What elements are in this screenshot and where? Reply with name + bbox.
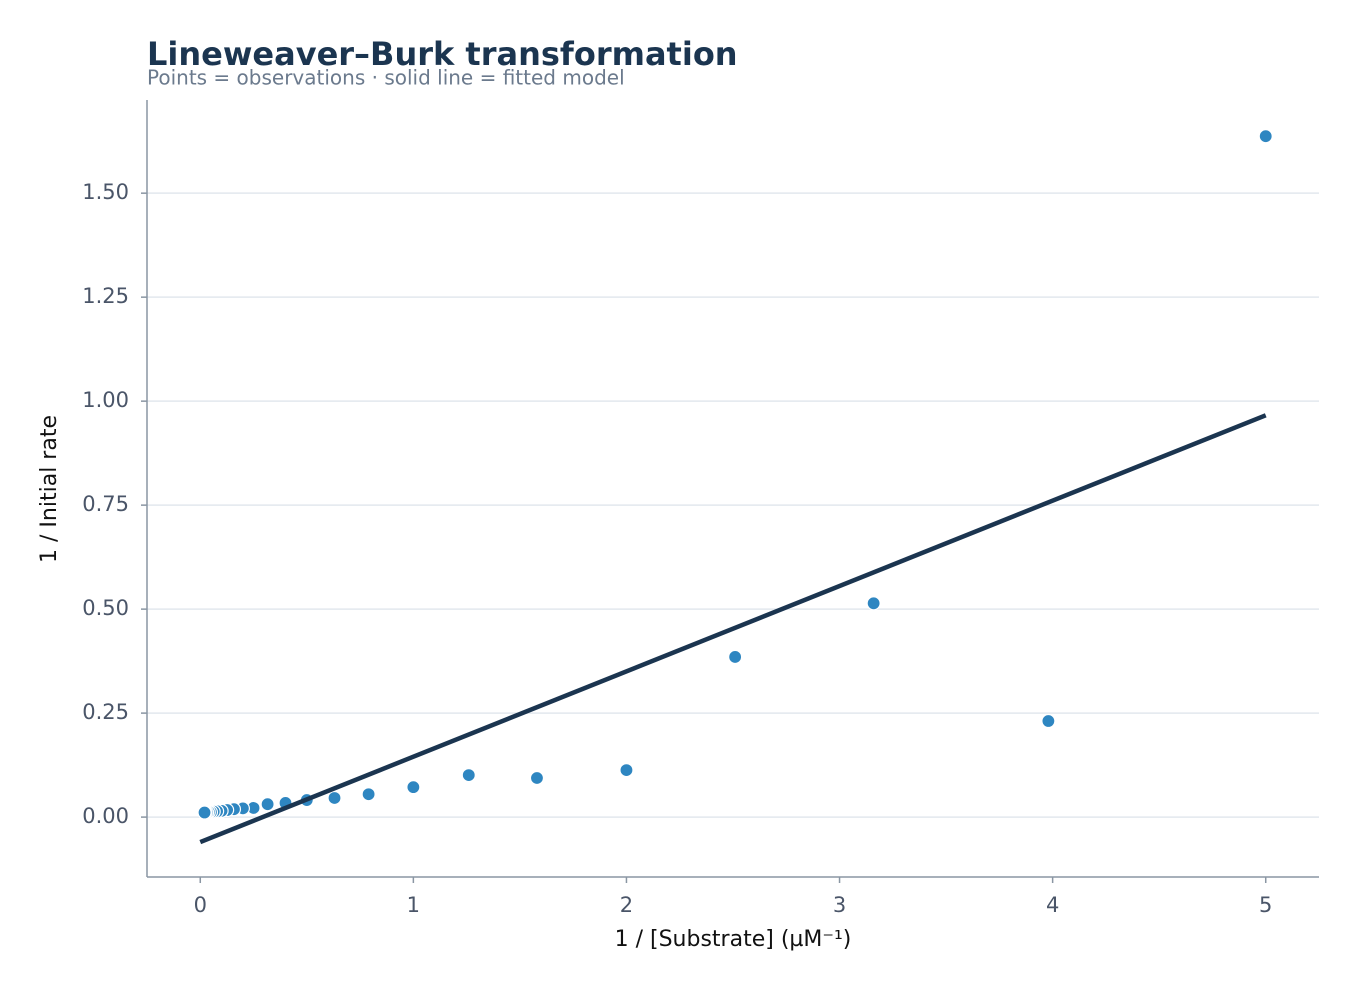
- x-tick-label: 1: [407, 893, 420, 917]
- y-axis-label: 1 / Initial rate: [37, 415, 62, 563]
- x-axis-label: 1 / [Substrate] (µM⁻¹): [615, 927, 852, 952]
- x-tick-label: 3: [833, 893, 846, 917]
- chart-subtitle: Points = observations · solid line = fit…: [147, 66, 625, 90]
- point: [529, 770, 545, 786]
- point: [619, 763, 634, 778]
- fit-line: [199, 413, 1267, 845]
- y-tick-label: 0.25: [82, 700, 129, 724]
- x-tick-label: 0: [194, 893, 207, 917]
- point: [361, 787, 376, 802]
- point: [1258, 129, 1273, 144]
- x-tick-label: 5: [1259, 893, 1272, 917]
- y-tick-label: 1.00: [82, 388, 129, 412]
- point: [197, 805, 212, 820]
- x-tick-label: 2: [620, 893, 633, 917]
- x-tick-label: 4: [1046, 893, 1059, 917]
- point: [406, 780, 421, 795]
- point: [1041, 713, 1056, 729]
- point: [866, 596, 881, 611]
- y-tick-label: 1.25: [82, 284, 129, 308]
- y-tick-label: 0.50: [82, 596, 129, 620]
- point: [728, 649, 743, 665]
- chart-title: Lineweaver–Burk transformation: [147, 35, 738, 73]
- point: [461, 767, 476, 783]
- y-tick-label: 0.00: [82, 804, 129, 828]
- point: [260, 797, 275, 812]
- point: [327, 790, 342, 806]
- y-tick-label: 1.50: [82, 180, 129, 204]
- y-tick-label: 0.75: [82, 492, 129, 516]
